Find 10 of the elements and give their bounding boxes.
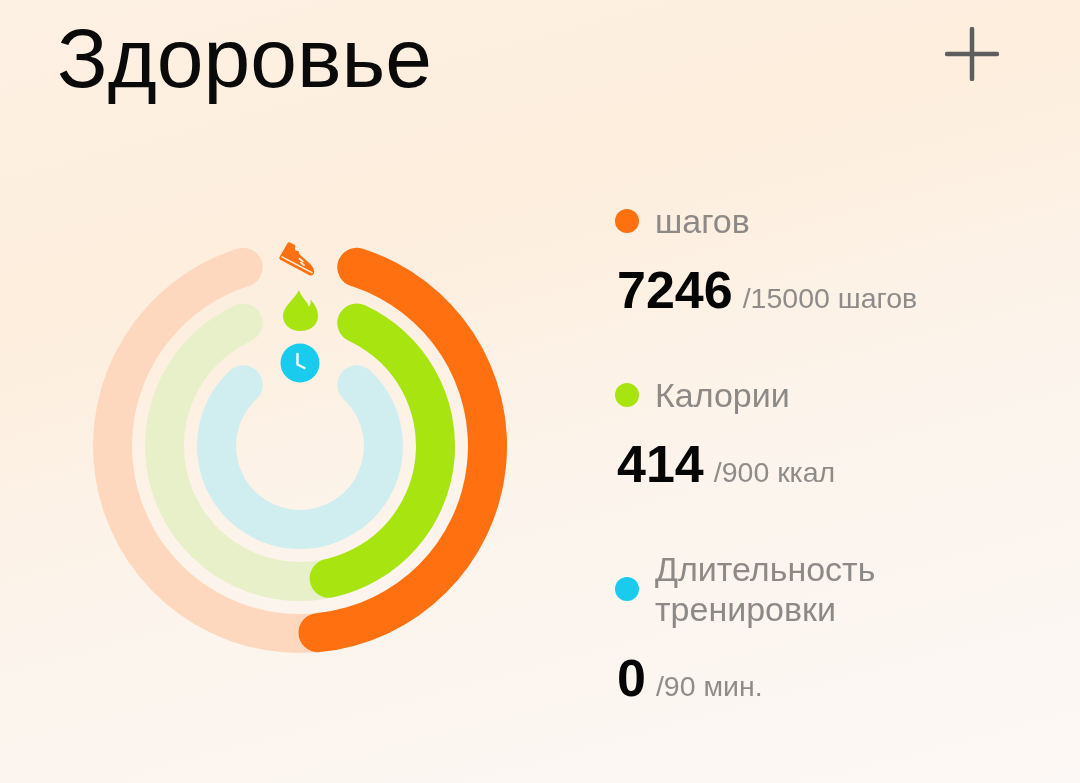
data-label: 0: [617, 649, 646, 707]
data-label: 414: [617, 435, 704, 493]
data-label: /900 ккал: [713, 456, 836, 488]
category-label: Длительность тренировки: [655, 549, 877, 629]
category-label: шагов: [655, 201, 751, 241]
data-label: 7246: [617, 261, 733, 319]
category-label: Калории: [655, 375, 791, 415]
data-label: /15000 шагов: [742, 282, 918, 314]
text: Здоровье: [57, 11, 433, 105]
data-label: /90 мин.: [655, 670, 763, 702]
